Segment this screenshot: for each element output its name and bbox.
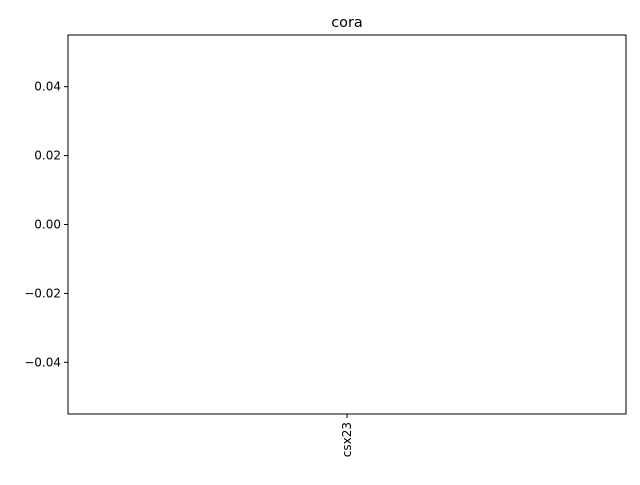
y-tick-label: −0.04: [24, 355, 61, 369]
y-tick-label: 0.00: [34, 218, 61, 232]
y-tick-label: −0.02: [24, 286, 61, 300]
y-axis-ticks: −0.04 −0.02 0.00 0.02 0.04: [24, 80, 68, 369]
y-tick-label: 0.02: [34, 149, 61, 163]
x-axis-ticks: csx23: [340, 414, 354, 457]
x-tick-label: csx23: [340, 422, 354, 457]
chart-title: cora: [331, 15, 362, 31]
plot-area-frame: [67, 34, 627, 415]
y-tick-label: 0.04: [34, 80, 61, 94]
